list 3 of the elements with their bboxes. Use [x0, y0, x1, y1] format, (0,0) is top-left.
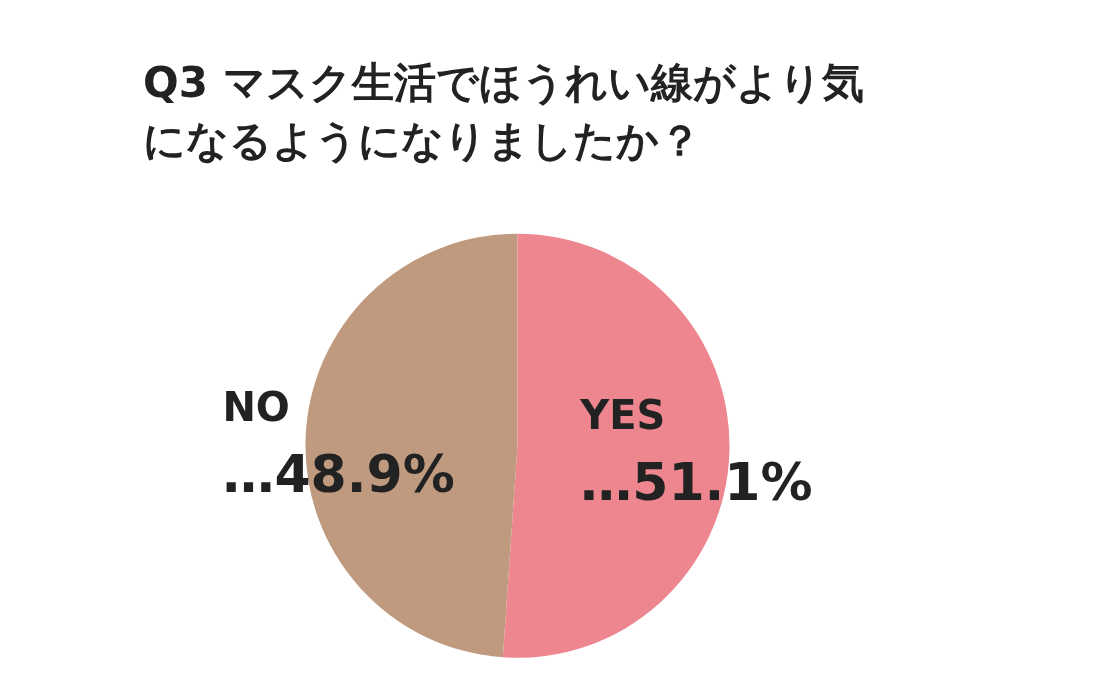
slice-label: NO	[222, 383, 290, 430]
chart-title: Q3 マスク生活でほうれい線がより気になるようになりましたか？	[143, 57, 864, 165]
slice-label: YES	[579, 391, 666, 438]
